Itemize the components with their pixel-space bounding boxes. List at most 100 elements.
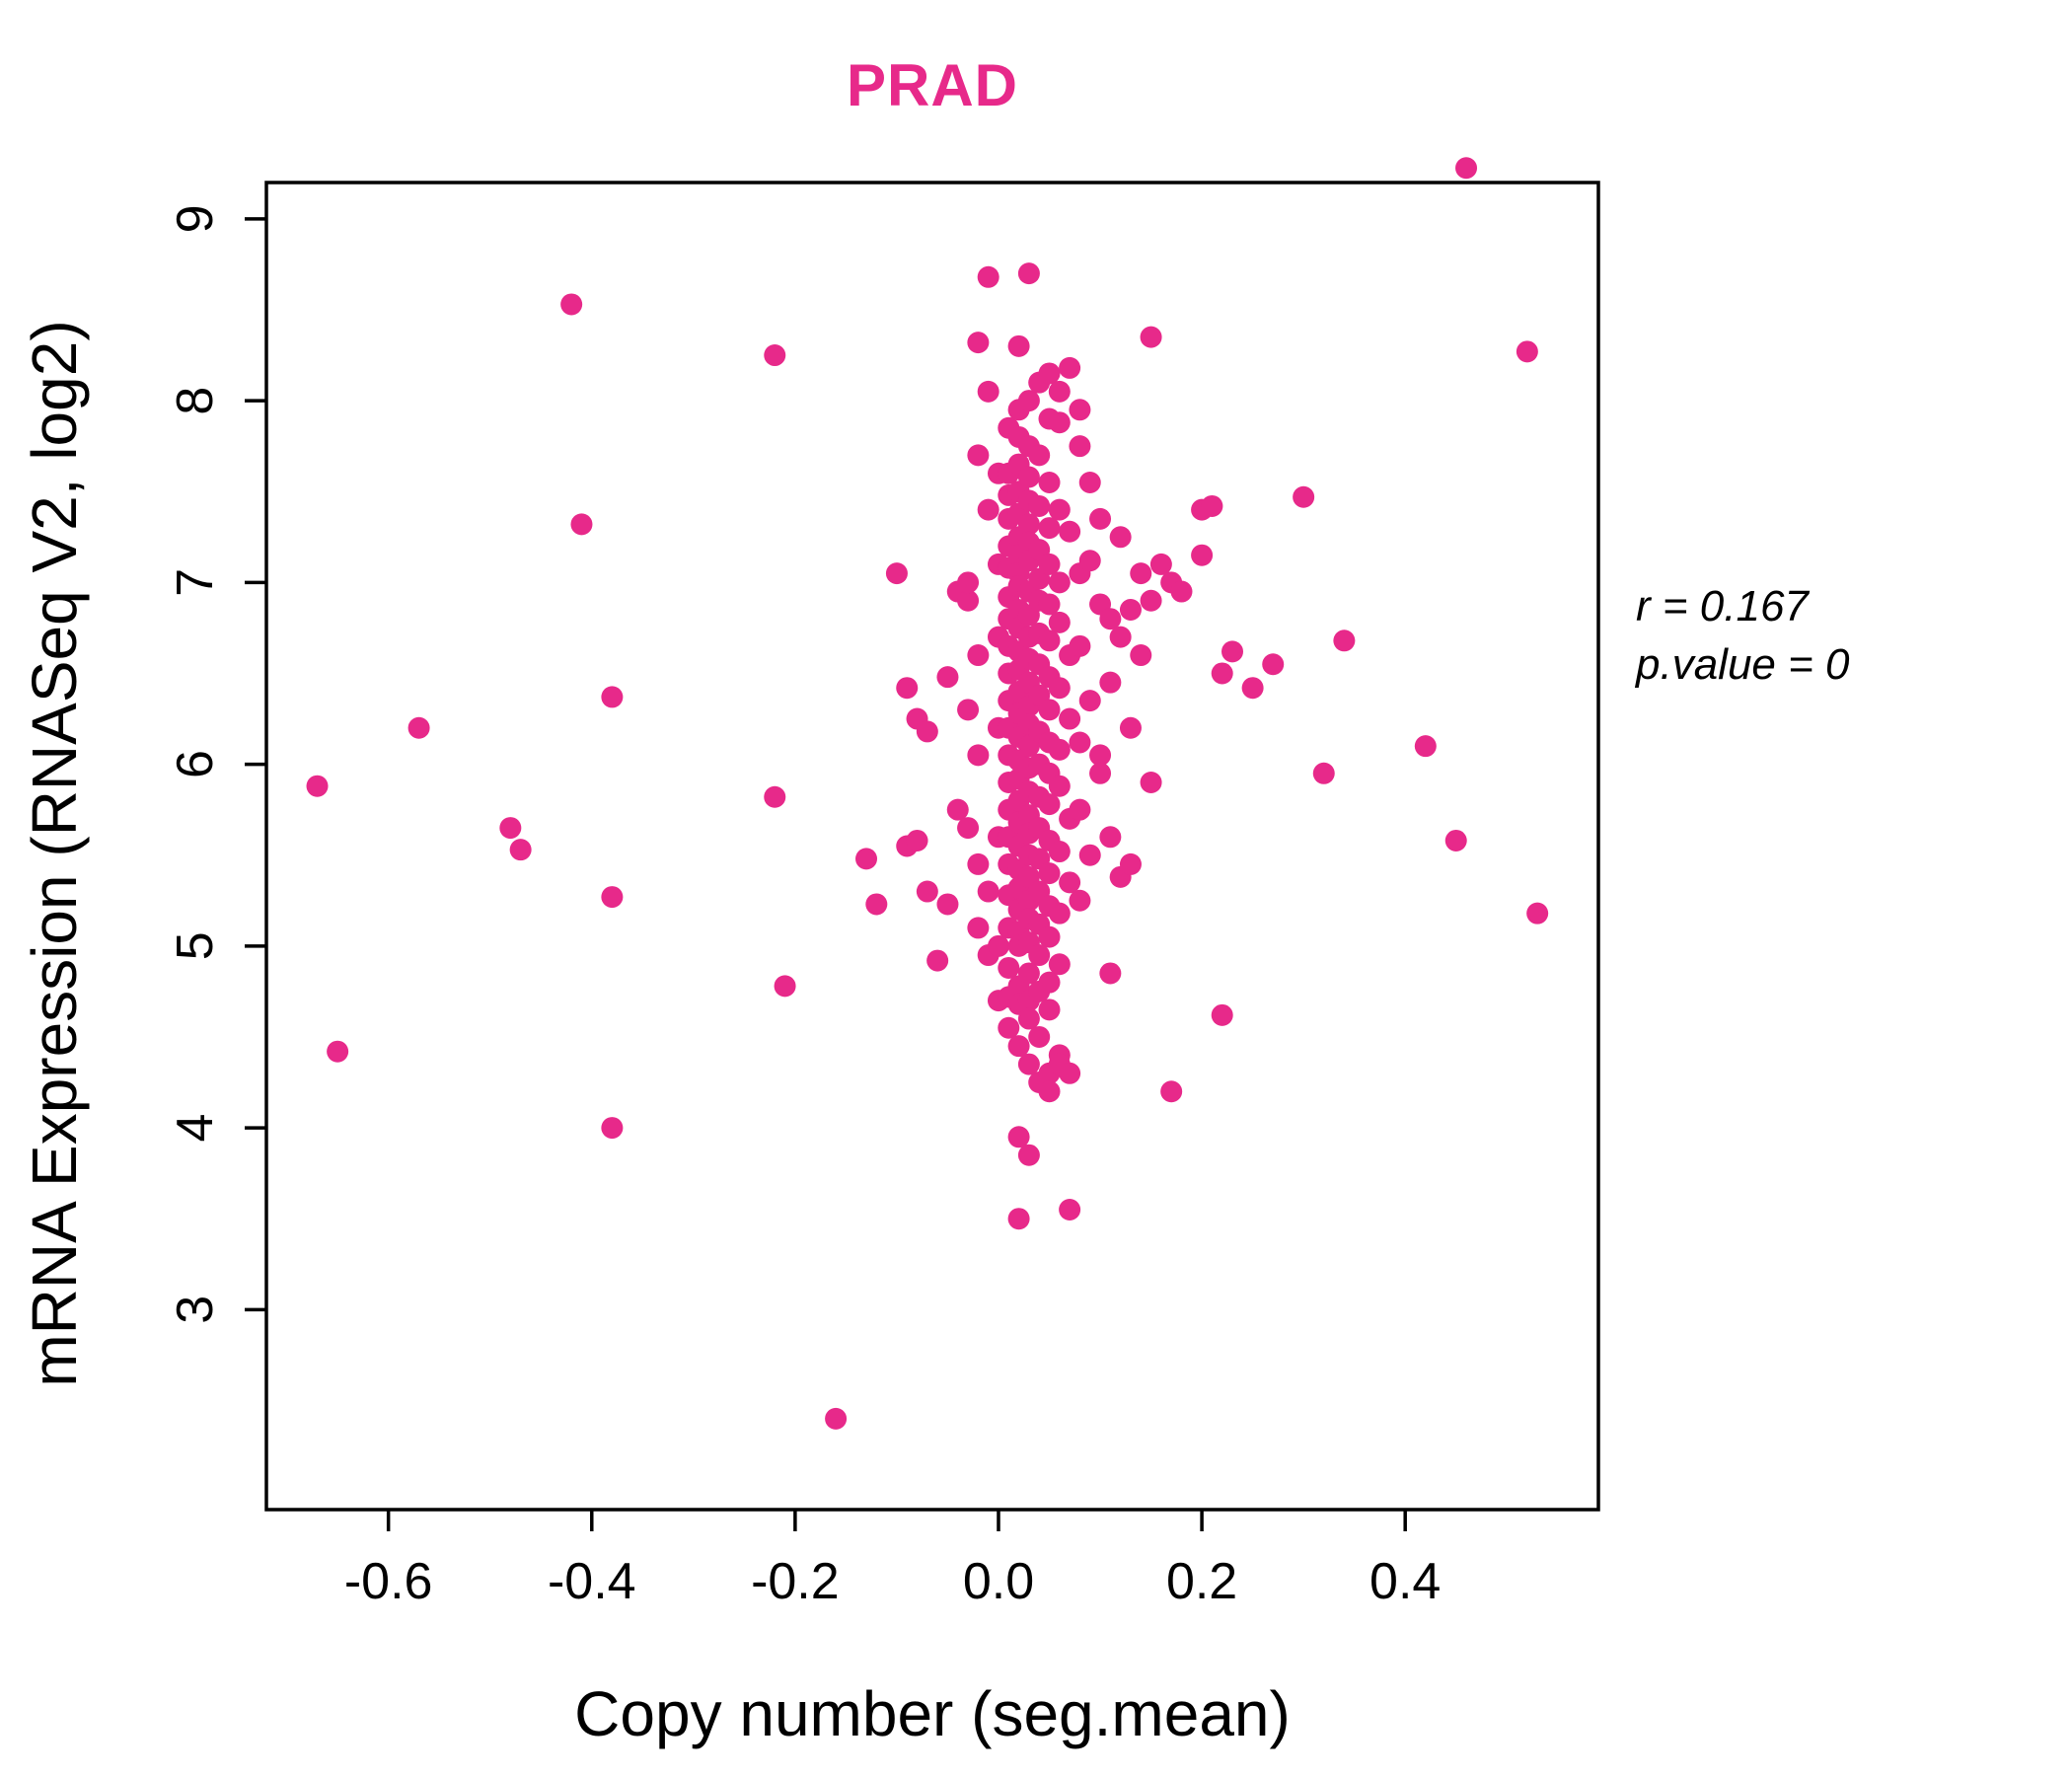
- data-point: [936, 893, 959, 916]
- data-point: [977, 498, 999, 521]
- data-point: [1160, 1080, 1183, 1103]
- data-point: [1089, 507, 1112, 530]
- y-tick-label: 5: [167, 931, 224, 960]
- data-point: [1038, 362, 1061, 385]
- data-point: [967, 852, 990, 875]
- data-point: [1069, 798, 1091, 821]
- data-point: [1038, 517, 1061, 540]
- data-point: [855, 848, 878, 870]
- data-point: [1312, 762, 1335, 784]
- data-point: [896, 677, 919, 700]
- data-point: [1007, 1035, 1030, 1058]
- data-point: [1455, 157, 1478, 180]
- data-point: [1048, 611, 1071, 633]
- data-point: [1048, 775, 1071, 797]
- data-point: [1140, 772, 1162, 794]
- data-point: [1017, 962, 1040, 985]
- data-point: [1078, 690, 1101, 712]
- data-point: [987, 934, 1009, 957]
- data-point: [601, 886, 624, 909]
- data-point: [1119, 852, 1142, 875]
- x-tick-label: -0.2: [751, 1553, 840, 1610]
- data-point: [1109, 526, 1132, 549]
- data-point: [1099, 962, 1122, 985]
- data-point: [601, 686, 624, 708]
- data-point: [560, 293, 583, 316]
- data-point: [1048, 953, 1071, 976]
- y-tick-label: 4: [167, 1114, 224, 1143]
- y-tick-label: 3: [167, 1295, 224, 1324]
- y-tick-label: 9: [167, 204, 224, 233]
- data-point: [1211, 1003, 1233, 1026]
- data-point: [1140, 589, 1162, 612]
- data-point: [1048, 380, 1071, 403]
- data-point: [1526, 902, 1549, 925]
- x-tick-label: 0.2: [1166, 1553, 1237, 1610]
- data-point: [1038, 999, 1061, 1021]
- data-point: [1333, 629, 1356, 652]
- data-point: [1293, 485, 1315, 508]
- data-point: [1017, 1007, 1040, 1030]
- data-point: [1017, 466, 1040, 488]
- data-point: [1089, 744, 1112, 767]
- data-point: [1007, 334, 1030, 357]
- stats-annotation: r = 0.167 p.value = 0: [1636, 577, 1850, 695]
- data-point: [967, 332, 990, 354]
- data-point: [1211, 662, 1233, 685]
- x-axis-label: Copy number (seg.mean): [574, 1678, 1291, 1749]
- x-tick-label: 0.0: [963, 1553, 1034, 1610]
- data-point: [967, 917, 990, 939]
- data-point: [1038, 793, 1061, 816]
- data-point: [885, 562, 908, 585]
- data-point: [327, 1040, 349, 1063]
- data-point: [1038, 593, 1061, 616]
- data-point: [1109, 626, 1132, 648]
- data-point: [1038, 1080, 1061, 1103]
- data-point: [1048, 841, 1071, 863]
- plot-border: [264, 181, 1600, 1512]
- data-point: [1059, 520, 1081, 543]
- data-point: [1059, 356, 1081, 379]
- data-point: [1007, 1208, 1030, 1230]
- data-point: [306, 775, 329, 797]
- data-point: [499, 817, 522, 840]
- data-point: [1170, 580, 1193, 603]
- data-point: [967, 644, 990, 667]
- data-point: [1078, 550, 1101, 572]
- data-point: [1028, 494, 1051, 517]
- data-point: [977, 880, 999, 903]
- data-point: [509, 839, 532, 861]
- data-point: [1038, 971, 1061, 994]
- data-point: [1078, 844, 1101, 866]
- y-tick-label: 7: [167, 568, 224, 597]
- data-point: [1099, 608, 1122, 630]
- data-point: [1149, 553, 1172, 575]
- data-point: [1028, 944, 1051, 967]
- data-point: [1048, 902, 1071, 925]
- y-tick-label: 8: [167, 387, 224, 415]
- data-point: [1038, 629, 1061, 652]
- data-point: [1017, 390, 1040, 412]
- data-point: [906, 829, 928, 851]
- data-point: [825, 1407, 848, 1430]
- data-point: [977, 265, 999, 288]
- data-point: [764, 785, 786, 808]
- data-point: [407, 716, 430, 739]
- data-point: [1119, 716, 1142, 739]
- data-point: [1089, 762, 1112, 784]
- data-point: [1069, 731, 1091, 754]
- data-point: [1017, 262, 1040, 285]
- data-point: [1221, 640, 1244, 663]
- data-point: [916, 720, 938, 743]
- data-point: [1048, 571, 1071, 594]
- p-value: p.value = 0: [1636, 640, 1850, 690]
- data-point: [1038, 862, 1061, 885]
- data-point: [957, 589, 980, 612]
- data-point: [1241, 677, 1264, 700]
- data-point: [1038, 925, 1061, 948]
- data-point: [1262, 653, 1285, 676]
- data-point: [1516, 340, 1538, 363]
- data-point: [1017, 1144, 1040, 1166]
- data-point: [946, 798, 969, 821]
